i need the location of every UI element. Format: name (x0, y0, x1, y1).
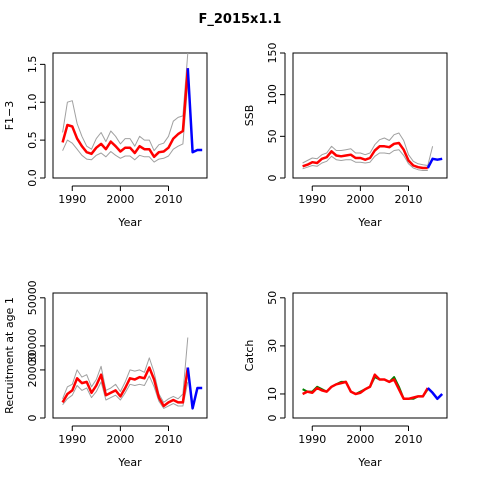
series-line-projection (426, 387, 444, 401)
series-line-upper (62, 337, 189, 403)
y-tick-label: 1.5 (26, 56, 39, 74)
y-tick-label: 150 (266, 43, 279, 64)
x-tick-label: 1990 (58, 433, 86, 446)
y-tick-label: 1.0 (26, 93, 39, 111)
figure-title: F_2015x1.1 (198, 12, 282, 27)
plot-frame (52, 52, 208, 179)
x-axis-title: Year (117, 456, 142, 469)
y-tick-label: 0.5 (26, 131, 39, 149)
series-line-estimate (302, 141, 428, 170)
y-tick-label: 50000 (26, 280, 39, 315)
x-tick-label: 1990 (58, 193, 86, 206)
plot-frame (292, 52, 448, 179)
y-tick-label: 100 (266, 84, 279, 105)
panel-4: 1990 2000 2010 0 10 30 50 Year Catch (243, 291, 448, 469)
series-line-upper (62, 52, 189, 152)
x-axis-title: Year (117, 216, 142, 229)
series-line-estimate (61, 366, 190, 408)
x-axis-title: Year (357, 456, 382, 469)
y-axis-title: F1−3 (3, 101, 16, 131)
x-tick-label: 2010 (395, 433, 423, 446)
y-tick-label: 10 (266, 387, 279, 401)
y-tick-label: 30 (266, 339, 279, 353)
y-tick-label: 50 (266, 129, 279, 143)
series-line-lower (302, 149, 428, 171)
x-tick-label: 2010 (155, 193, 183, 206)
plot-frame (292, 292, 448, 419)
x-tick-label: 1990 (298, 433, 326, 446)
y-tick-label: 50 (266, 291, 279, 305)
x-tick-label: 1990 (298, 193, 326, 206)
series-line-lower (62, 83, 189, 163)
series-line-lower (62, 375, 189, 409)
x-tick-label: 2000 (346, 193, 374, 206)
y-axis-title: Recruitment at age 1 (3, 297, 16, 414)
series-line-projection (186, 68, 203, 154)
x-tick-label: 2000 (346, 433, 374, 446)
y-tick-label: 0 (26, 415, 39, 422)
plot-frame (52, 292, 208, 419)
x-axis-title: Year (357, 216, 382, 229)
y-tick-label: 20000 (26, 352, 39, 387)
panel-2: 1990 2000 2010 0 50 100 150 Year SSB (243, 43, 448, 229)
x-tick-label: 2010 (395, 193, 423, 206)
series-line-estimate (61, 68, 190, 159)
series-line-projection (186, 367, 203, 410)
y-tick-label: 30000 (26, 328, 39, 363)
series-line-estimate (302, 373, 429, 401)
y-tick-label: 0.0 (26, 169, 39, 187)
x-tick-label: 2000 (106, 193, 134, 206)
y-axis-title: SSB (243, 105, 256, 127)
y-tick-label: 0 (266, 175, 279, 182)
y-tick-label: 0 (266, 415, 279, 422)
y-axis-title: Catch (243, 340, 256, 372)
panel-1: 1990 2000 2010 0.0 0.5 1.0 1.5 Year F1−3 (3, 52, 208, 229)
x-tick-label: 2010 (155, 433, 183, 446)
series-line-upper (302, 132, 434, 166)
x-tick-label: 2000 (106, 433, 134, 446)
series-line-projection (426, 157, 443, 169)
